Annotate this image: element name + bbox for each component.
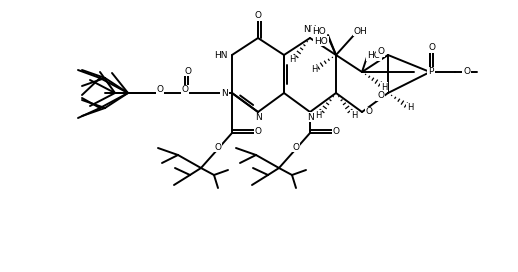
Text: O: O <box>377 91 384 100</box>
Text: O: O <box>184 66 192 76</box>
Text: N: N <box>255 113 262 122</box>
Text: H: H <box>289 55 295 64</box>
Text: H: H <box>311 66 317 75</box>
Text: P: P <box>428 67 434 76</box>
Text: H: H <box>351 110 357 119</box>
Text: H: H <box>315 110 321 119</box>
Text: O: O <box>293 143 299 152</box>
Text: O: O <box>214 143 222 152</box>
Text: O: O <box>254 11 262 20</box>
Text: N: N <box>307 113 313 122</box>
Text: O: O <box>463 67 470 76</box>
Text: HO: HO <box>367 51 381 60</box>
Text: HO: HO <box>312 26 326 36</box>
Text: O: O <box>428 44 436 52</box>
Text: HN: HN <box>214 51 228 60</box>
Text: O: O <box>366 107 373 116</box>
Text: HO: HO <box>314 36 328 45</box>
Text: H: H <box>407 104 413 113</box>
Text: O: O <box>254 126 262 135</box>
Text: H: H <box>381 82 387 91</box>
Text: OH: OH <box>354 26 368 36</box>
Text: O: O <box>377 48 384 57</box>
Text: O: O <box>156 85 164 94</box>
Text: O: O <box>181 85 189 94</box>
Text: N: N <box>221 88 228 97</box>
Text: NH: NH <box>303 26 316 35</box>
Text: O: O <box>333 126 339 135</box>
